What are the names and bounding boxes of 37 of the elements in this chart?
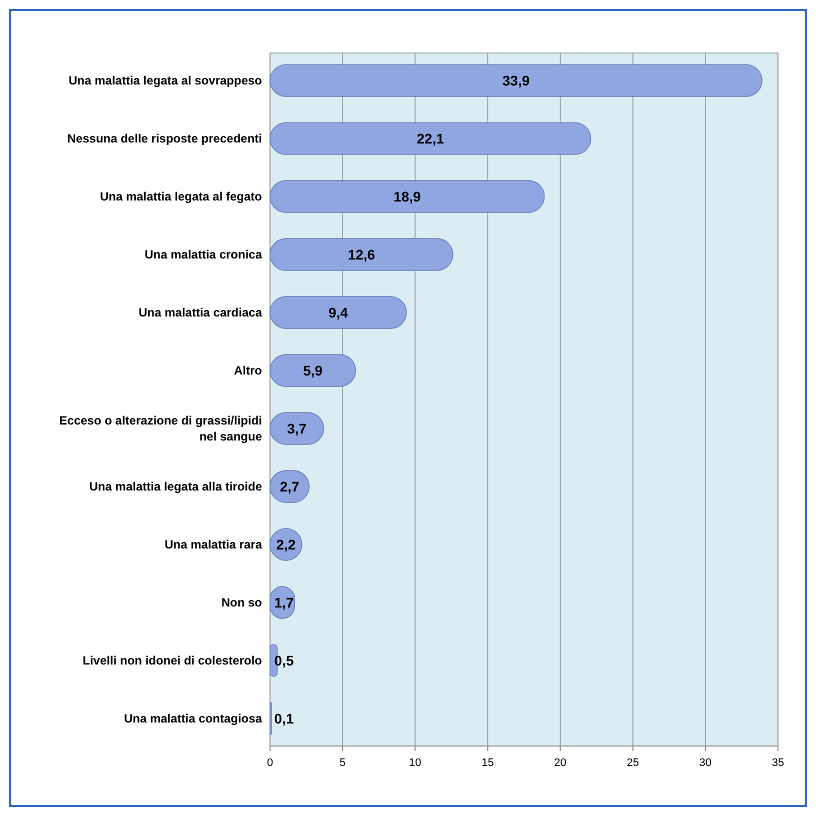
data-label: 0,5: [274, 652, 294, 668]
y-tick-label: Altro: [234, 364, 262, 378]
y-tick-label: Una malattia contagiosa: [124, 711, 262, 726]
y-tick-label: Livelli non idonei di colesterolo: [82, 653, 262, 668]
data-label: 0,1: [274, 710, 294, 726]
bar: [270, 238, 454, 271]
bar: [270, 122, 592, 155]
data-label: 9,4: [328, 304, 348, 321]
data-label: 12,6: [348, 246, 376, 263]
y-tick-label: Nessuna delle risposte precedenti: [67, 132, 262, 146]
x-tick-label: 5: [340, 757, 346, 769]
data-label: 2,2: [276, 536, 296, 552]
bar: [270, 296, 407, 329]
x-tick-label: 25: [626, 757, 639, 769]
y-tick-label: Una malattia legata al fegato: [100, 190, 262, 204]
bar: [270, 180, 545, 213]
data-label: 5,9: [303, 362, 323, 379]
x-tick-label: 15: [482, 757, 494, 769]
y-tick-label: Una malattia rara: [164, 537, 262, 552]
x-tick-label: 30: [699, 757, 712, 769]
y-tick-label: Non so: [221, 595, 262, 610]
y-tick-label: Ecceso o alterazione di grassi/lipidi nel sangue: [59, 413, 262, 444]
x-tick-label: 35: [772, 757, 784, 769]
data-label: 1,7: [274, 594, 294, 610]
y-tick-label: Una malattia legata al sovrappeso: [68, 74, 262, 88]
x-tick-label: 10: [409, 757, 422, 769]
data-label: 3,7: [287, 420, 307, 436]
bar: [270, 64, 762, 97]
x-tick-label: 0: [266, 757, 274, 769]
y-tick-label: Una malattia cronica: [144, 248, 262, 262]
data-label: 33,9: [502, 72, 530, 89]
y-tick-label: Una malattia cardiaca: [138, 306, 262, 320]
data-label: 2,7: [280, 478, 300, 494]
data-label: 18,9: [394, 188, 421, 205]
x-tick-label: 20: [554, 757, 566, 769]
data-label: 22,1: [416, 130, 444, 147]
y-tick-label: Una malattia legata alla tiroide: [89, 479, 262, 494]
